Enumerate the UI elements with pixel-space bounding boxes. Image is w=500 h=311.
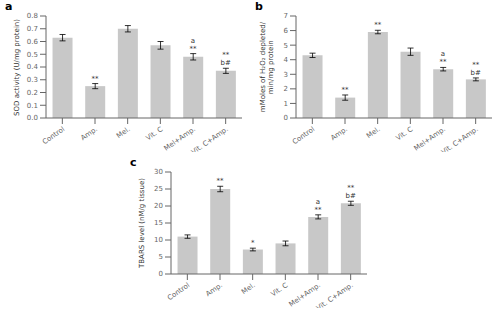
svg-text:30: 30 [154,168,163,176]
html-text:SOD activity (U/mg protein): SOD activity (U/mg protein) [13,18,21,116]
svg-text:Vit. C: Vit. C [269,281,289,298]
svg-text:0.1: 0.1 [27,102,38,110]
svg-text:25: 25 [154,185,163,193]
svg-text:Vit. C+Amp.: Vit. C+Amp. [440,125,480,152]
svg-text:**: ** [217,177,225,185]
svg-text:0: 0 [159,270,163,278]
svg-text:**: ** [342,86,350,94]
svg-text:0.8: 0.8 [27,12,38,20]
svg-text:Control: Control [291,125,316,146]
svg-text:Amp.: Amp. [79,125,99,142]
svg-text:Mel.: Mel. [240,281,256,296]
svg-text:0.5: 0.5 [27,51,38,59]
svg-text:Vit. C+Amp.: Vit. C+Amp. [315,281,355,308]
svg-text:**: ** [374,21,382,29]
svg-text:0.0: 0.0 [27,114,38,122]
svg-text:20: 20 [154,202,163,210]
svg-text:**b#: **b# [221,51,231,67]
svg-text:0.3: 0.3 [27,76,38,84]
html-text:TBARS level (nM/g tissue): TBARS level (nM/g tissue) [138,178,146,268]
svg-text:10: 10 [154,236,163,244]
svg-text:Vit. C+Amp.: Vit. C+Amp. [190,125,230,152]
svg-text:15: 15 [154,219,163,227]
svg-text:0.2: 0.2 [27,89,38,97]
svg-text:Amp.: Amp. [204,281,224,298]
svg-text:a**: a** [190,37,198,53]
svg-text:**b#: **b# [346,184,356,200]
html-text:mMoles of H₂O₂ depleted/ min/m: mMoles of H₂O₂ depleted/ min/mg protein [259,21,275,113]
svg-text:Mel.: Mel. [365,125,381,140]
svg-text:5: 5 [284,42,288,50]
svg-text:6: 6 [284,27,289,35]
svg-text:Vit. C: Vit. C [144,125,164,142]
svg-text:a**: a** [440,50,448,66]
svg-text:**b#: **b# [471,61,481,77]
svg-text:0.4: 0.4 [27,63,39,71]
svg-text:3: 3 [284,71,288,79]
svg-text:0.6: 0.6 [27,38,39,46]
svg-text:0: 0 [284,114,288,122]
svg-text:Control: Control [166,281,191,302]
svg-text:5: 5 [159,253,163,261]
svg-text:1: 1 [284,100,288,108]
svg-text:4: 4 [284,56,289,64]
svg-text:Control: Control [41,125,66,146]
svg-text:7: 7 [284,12,288,20]
svg-text:Vit. C: Vit. C [394,125,414,142]
svg-text:0.7: 0.7 [27,25,38,33]
svg-text:2: 2 [284,85,288,93]
svg-text:*: * [251,239,255,247]
html-text:b: b [255,0,263,13]
html-text:a: a [5,0,13,13]
svg-text:Mel.: Mel. [115,125,131,140]
svg-text:a**: a** [315,198,323,214]
svg-text:Amp.: Amp. [329,125,349,142]
html-text:c: c [130,156,137,169]
svg-text:**: ** [92,75,100,83]
